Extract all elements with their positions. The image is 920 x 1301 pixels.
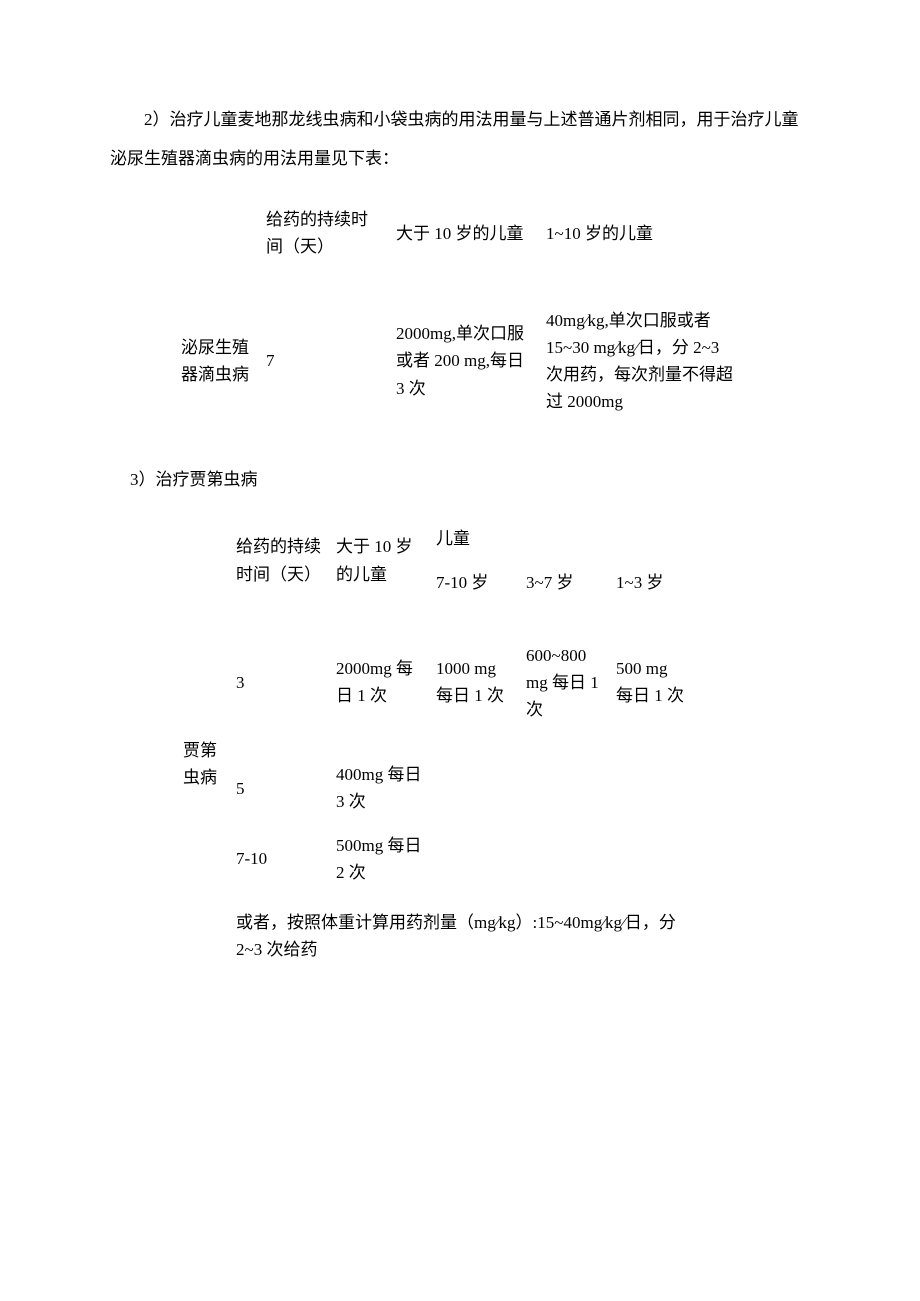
cell-disease: 泌尿生殖器滴虫病	[170, 299, 260, 424]
cell-over10: 2000mg 每日 1 次	[330, 634, 430, 732]
cell-note: 或者，按照体重计算用药剂量（mg⁄kg）:15~40mg⁄kg⁄日，分 2~3 …	[230, 894, 690, 971]
cell-duration: 7-10	[230, 824, 330, 894]
table-header-3to7: 3~7 岁	[520, 561, 610, 604]
table-row: 7-10 500mg 每日 2 次	[170, 824, 690, 894]
table-row: 给药的持续时间（天） 大于 10 岁的儿童 儿童	[170, 517, 690, 560]
table-row: 5 400mg 每日 3 次	[170, 731, 690, 823]
cell-over10: 400mg 每日 3 次	[330, 731, 430, 823]
section-3-heading: 3）治疗贾第虫病	[130, 463, 810, 497]
table-header-duration: 给药的持续时间（天）	[260, 198, 390, 268]
table-header-7to10: 7-10 岁	[430, 561, 520, 604]
table-spacer	[170, 604, 690, 634]
table-header-over10: 大于 10 岁的儿童	[330, 517, 430, 603]
cell-1to10: 40mg⁄kg,单次口服或者 15~30 mg⁄kg⁄日，分 2~3 次用药，每…	[540, 299, 740, 424]
cell-1to3: 500 mg 每日 1 次	[610, 634, 690, 732]
table-header-children: 儿童	[430, 517, 690, 560]
table-header-empty	[170, 517, 230, 603]
paragraph-section-2: 2）治疗儿童麦地那龙线虫病和小袋虫病的用法用量与上述普通片剂相同，用于治疗儿童泌…	[110, 100, 810, 178]
table-giardiasis: 给药的持续时间（天） 大于 10 岁的儿童 儿童 7-10 岁 3~7 岁 1~…	[170, 517, 690, 971]
table-row: 贾第虫病 3 2000mg 每日 1 次 1000 mg 每日 1 次 600~…	[170, 634, 690, 732]
table-row: 或者，按照体重计算用药剂量（mg⁄kg）:15~40mg⁄kg⁄日，分 2~3 …	[170, 894, 690, 971]
table-header-over10: 大于 10 岁的儿童	[390, 198, 540, 268]
table-row: 泌尿生殖器滴虫病 7 2000mg,单次口服或者 200 mg,每日 3 次 4…	[170, 299, 740, 424]
cell-over10: 500mg 每日 2 次	[330, 824, 430, 894]
cell-7to10: 1000 mg 每日 1 次	[430, 634, 520, 732]
table-spacer	[170, 269, 740, 299]
cell-disease: 贾第虫病	[170, 634, 230, 894]
table-header-empty	[170, 198, 260, 268]
cell-duration: 5	[230, 731, 330, 823]
cell-3to7: 600~800 mg 每日 1 次	[520, 634, 610, 732]
cell-duration: 3	[230, 634, 330, 732]
cell-over10: 2000mg,单次口服或者 200 mg,每日 3 次	[390, 299, 540, 424]
table-header-1to10: 1~10 岁的儿童	[540, 198, 740, 268]
table-header-1to3: 1~3 岁	[610, 561, 690, 604]
cell-duration: 7	[260, 299, 390, 424]
section-3-text: 3）治疗贾第虫病	[130, 470, 258, 489]
table-trichomoniasis: 给药的持续时间（天） 大于 10 岁的儿童 1~10 岁的儿童 泌尿生殖器滴虫病…	[170, 198, 740, 423]
table-row: 给药的持续时间（天） 大于 10 岁的儿童 1~10 岁的儿童	[170, 198, 740, 268]
table-header-duration: 给药的持续时间（天）	[230, 517, 330, 603]
paragraph-2-text: 2）治疗儿童麦地那龙线虫病和小袋虫病的用法用量与上述普通片剂相同，用于治疗儿童泌…	[110, 110, 799, 168]
